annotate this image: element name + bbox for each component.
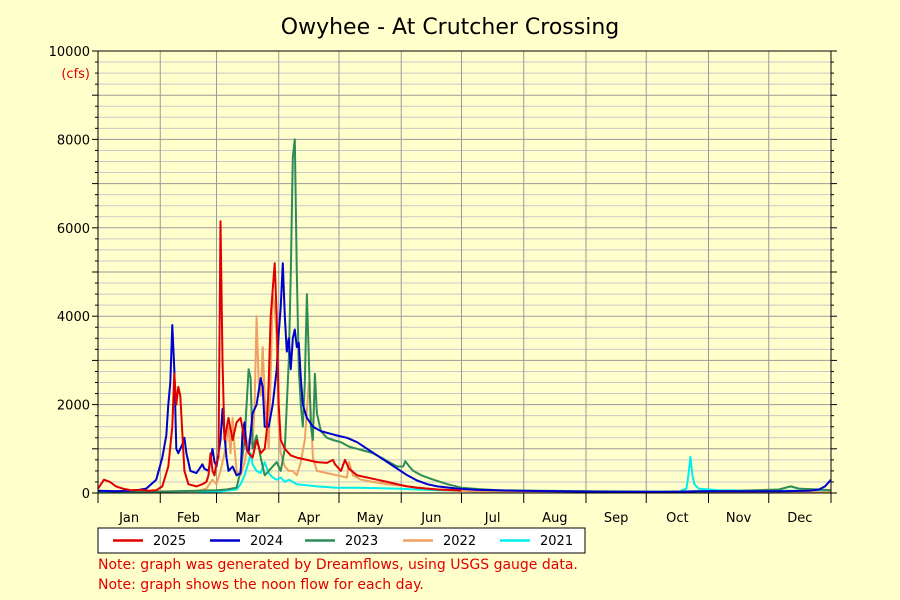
x-tick-label: Aug <box>542 511 567 526</box>
series-line-2021 <box>97 452 831 494</box>
chart-title: Owyhee - At Crutcher Crossing <box>281 15 619 40</box>
y-tick-label: 6000 <box>57 222 90 237</box>
legend-label-2022: 2022 <box>443 534 476 549</box>
legend: 2025 2024 2023 2022 2021 <box>97 527 586 554</box>
y-tick-label: 2000 <box>57 399 90 414</box>
legend-label-2021: 2021 <box>540 534 573 549</box>
legend-label-2024: 2024 <box>250 534 283 549</box>
y-tick-label: 4000 <box>57 310 90 325</box>
series-line-2022 <box>97 293 831 494</box>
series-lines <box>97 138 832 494</box>
legend-label-2025: 2025 <box>153 534 186 549</box>
series-line-2024 <box>97 262 832 493</box>
x-tick-label: Oct <box>666 511 688 526</box>
y-tick-label: 8000 <box>57 133 90 148</box>
x-tick-label: Sep <box>604 511 629 526</box>
y-tick-label: 0 <box>82 487 90 502</box>
x-tick-label: Jul <box>484 511 501 526</box>
grid-lines <box>98 51 831 493</box>
x-tick-label: Mar <box>235 511 260 526</box>
note-noon-flow: Note: graph shows the noon flow for each… <box>98 577 424 593</box>
note-source: Note: graph was generated by Dreamflows,… <box>98 557 578 573</box>
legend-label-2023: 2023 <box>345 534 378 549</box>
series-line-2025 <box>97 220 462 492</box>
y-tick-label: 10000 <box>49 45 90 60</box>
x-tick-label: Apr <box>298 511 321 526</box>
y-unit-label: (cfs) <box>61 67 90 82</box>
x-tick-label: Jun <box>420 511 441 526</box>
x-tick-label: May <box>357 511 384 526</box>
plot-frame <box>97 50 832 494</box>
x-axis: Jan Feb Mar Apr May Jun Jul Aug Sep Oct Nov Dec <box>97 493 832 526</box>
x-tick-label: Jan <box>118 511 139 526</box>
x-tick-label: Feb <box>177 511 200 526</box>
x-tick-label: Nov <box>726 511 752 526</box>
x-tick-label: Dec <box>787 511 812 526</box>
series-line-2023 <box>97 138 832 493</box>
